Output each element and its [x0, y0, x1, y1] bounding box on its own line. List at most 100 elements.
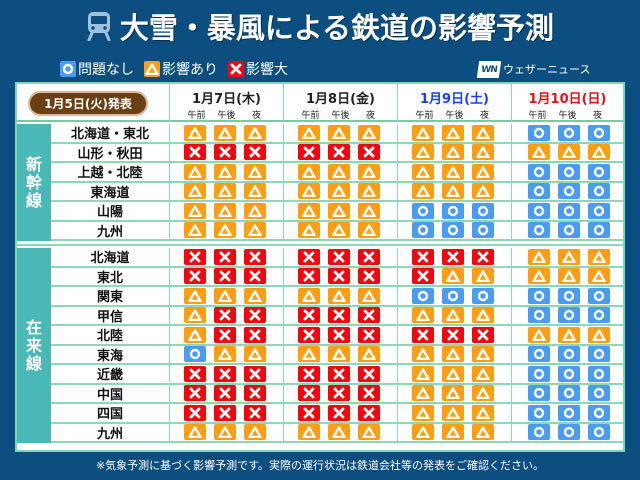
impact-icon	[472, 385, 494, 402]
line-name: 中国	[96, 387, 123, 403]
major-impact-icon	[244, 144, 266, 161]
section-label-char: 線	[25, 190, 42, 210]
major-impact-icon	[298, 385, 320, 402]
impact-icon	[328, 424, 350, 441]
major-impact-icon	[358, 385, 380, 402]
no-problem-icon	[528, 307, 550, 324]
major-impact-icon	[214, 268, 236, 285]
impact-icon	[184, 202, 206, 219]
major-impact-icon	[214, 385, 236, 402]
day-cells	[511, 404, 623, 422]
table-row: 北海道・東北	[51, 124, 623, 144]
day-cells	[511, 365, 623, 383]
day-cells	[283, 404, 397, 422]
impact-icon	[214, 287, 236, 304]
major-impact-icon	[412, 268, 434, 285]
major-impact-icon	[184, 365, 206, 382]
impact-icon	[298, 163, 320, 180]
no-problem-icon	[558, 385, 580, 402]
impact-icon	[528, 326, 550, 343]
table-header: 1月5日(火)発表 1月7日(木) 午前 午後 夜 1月8日(金) 午前 午後 夜 1月…	[17, 84, 623, 122]
major-impact-icon	[472, 248, 494, 265]
period-label: 夜	[251, 111, 261, 121]
major-impact-icon	[184, 268, 206, 285]
line-name: 東海道	[90, 185, 130, 201]
major-impact-icon	[214, 248, 236, 265]
major-impact-icon	[412, 326, 434, 343]
impact-icon	[472, 144, 494, 161]
no-problem-icon	[472, 202, 494, 219]
no-problem-icon	[558, 404, 580, 421]
period-labels: 午前 午後 夜	[398, 108, 511, 121]
day-cells	[169, 404, 283, 422]
major-impact-icon	[358, 144, 380, 161]
impact-icon	[358, 346, 380, 363]
day-cells	[283, 143, 397, 161]
day-column-header: 1月8日(金) 午前 午後 夜	[283, 84, 397, 122]
day-cells	[283, 221, 397, 239]
day-label: 1月10日(日)	[528, 92, 607, 107]
impact-icon	[412, 144, 434, 161]
major-impact-icon	[244, 326, 266, 343]
impact-icon	[442, 144, 464, 161]
major-impact-icon	[328, 307, 350, 324]
major-impact-icon	[298, 144, 320, 161]
impact-icon	[442, 124, 464, 141]
section-label-char: 新	[25, 154, 42, 174]
section-label-char: 在	[25, 317, 42, 337]
impact-icon	[442, 385, 464, 402]
brand-name: ウェザーニュース	[503, 63, 591, 76]
major-impact-icon	[328, 268, 350, 285]
impact-icon	[184, 307, 206, 324]
impact-icon	[588, 144, 610, 161]
impact-icon	[214, 163, 236, 180]
no-problem-icon	[528, 404, 550, 421]
period-label: 午後	[331, 111, 350, 121]
line-name: 九州	[96, 224, 123, 240]
impact-icon	[412, 124, 434, 141]
day-cells	[397, 365, 511, 383]
day-cells	[283, 326, 397, 344]
impact-icon	[328, 202, 350, 219]
day-cells	[169, 202, 283, 220]
no-problem-icon	[528, 163, 550, 180]
day-cells	[169, 248, 283, 266]
major-impact-icon	[184, 248, 206, 265]
day-cells	[397, 345, 511, 363]
impact-icon	[244, 424, 266, 441]
train-icon	[87, 12, 111, 41]
day-cells	[397, 267, 511, 285]
no-problem-icon	[588, 183, 610, 200]
no-problem-icon	[528, 124, 550, 141]
day-cells	[397, 163, 511, 181]
line-name: 東海	[96, 348, 123, 364]
impact-icon	[328, 124, 350, 141]
impact-icon	[472, 424, 494, 441]
major-impact-icon	[442, 326, 464, 343]
day-cells	[397, 423, 511, 441]
major-impact-icon	[472, 326, 494, 343]
section-label: 在来線	[17, 248, 51, 443]
impact-icon	[214, 202, 236, 219]
day-cells	[283, 306, 397, 324]
major-impact-icon	[358, 326, 380, 343]
major-impact-icon	[244, 268, 266, 285]
no-problem-icon	[558, 183, 580, 200]
major-impact-icon	[214, 365, 236, 382]
period-label: 午前	[301, 111, 320, 121]
impact-icon	[358, 202, 380, 219]
page-title: 大雪・暴風による鉄道の影響予測	[119, 11, 555, 45]
day-cells	[169, 365, 283, 383]
impact-icon	[328, 163, 350, 180]
section-label-char: 線	[25, 353, 42, 373]
table-row: 山陽	[51, 202, 623, 222]
impact-icon	[244, 183, 266, 200]
impact-icon	[184, 163, 206, 180]
major-impact-icon	[214, 326, 236, 343]
day-cells	[511, 248, 623, 266]
legend-item-warn: 影響あり	[144, 59, 218, 79]
no-problem-icon	[588, 202, 610, 219]
impact-icon	[472, 163, 494, 180]
forecast-table: 1月5日(火)発表 1月7日(木) 午前 午後 夜 1月8日(金) 午前 午後 夜 1月…	[15, 82, 625, 452]
day-cells	[283, 267, 397, 285]
